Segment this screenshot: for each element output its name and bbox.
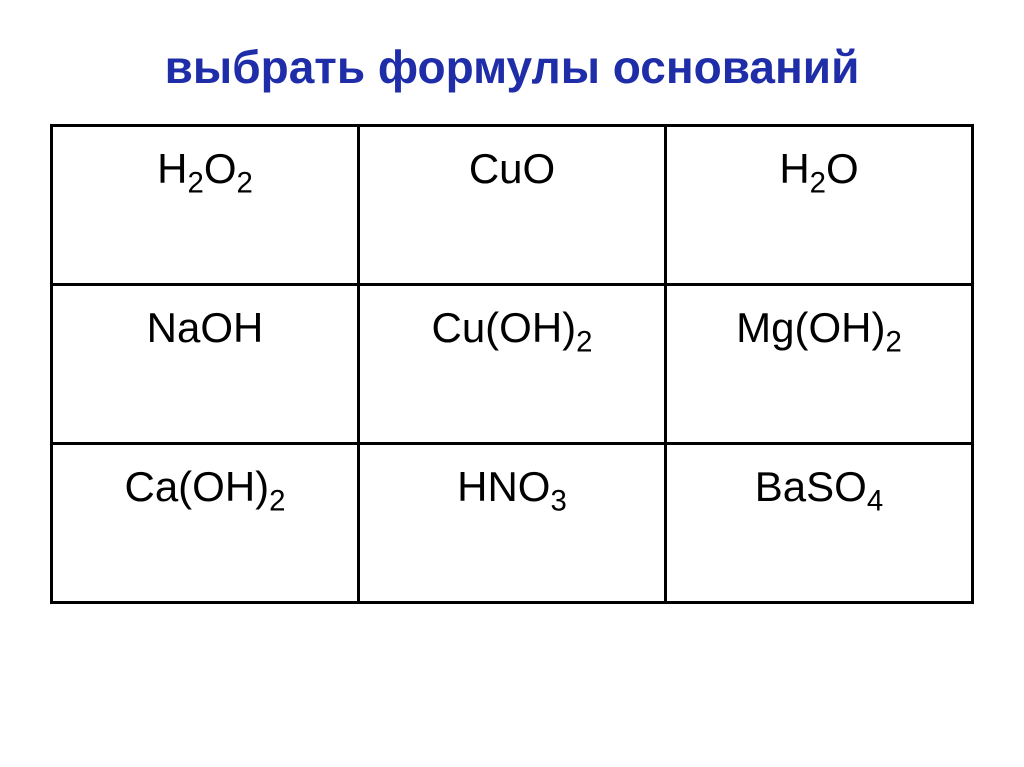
table-cell: Ca(OH)2 [52,444,359,603]
table-row: NaOH Cu(OH)2 Mg(OH)2 [52,285,973,444]
chemical-formula: Cu(OH)2 [431,304,592,351]
table-row: H2O2 CuO H2O [52,126,973,285]
chemical-formula: Ca(OH)2 [124,463,285,510]
chemical-formula: BaSO4 [755,463,883,510]
chemical-formula: NaOH [147,304,264,351]
formula-table-body: H2O2 CuO H2O NaOH Cu(OH)2 Mg(OH)2 Ca(OH)2 HNO3 B… [52,126,973,603]
table-cell: Cu(OH)2 [359,285,666,444]
chemical-formula: CuO [469,145,555,192]
table-cell: NaOH [52,285,359,444]
chemical-formula: HNO3 [457,463,567,510]
table-cell: H2O [666,126,973,285]
table-cell: Mg(OH)2 [666,285,973,444]
table-row: Ca(OH)2 HNO3 BaSO4 [52,444,973,603]
chemical-formula: H2O [779,145,858,192]
table-cell: BaSO4 [666,444,973,603]
page-title: выбрать формулы оснований [50,40,974,94]
chemical-formula: Mg(OH)2 [736,304,902,351]
table-cell: H2O2 [52,126,359,285]
chemical-formula: H2O2 [157,145,253,192]
formula-table: H2O2 CuO H2O NaOH Cu(OH)2 Mg(OH)2 Ca(OH)2 HNO3 B… [50,124,974,604]
table-cell: HNO3 [359,444,666,603]
table-cell: CuO [359,126,666,285]
